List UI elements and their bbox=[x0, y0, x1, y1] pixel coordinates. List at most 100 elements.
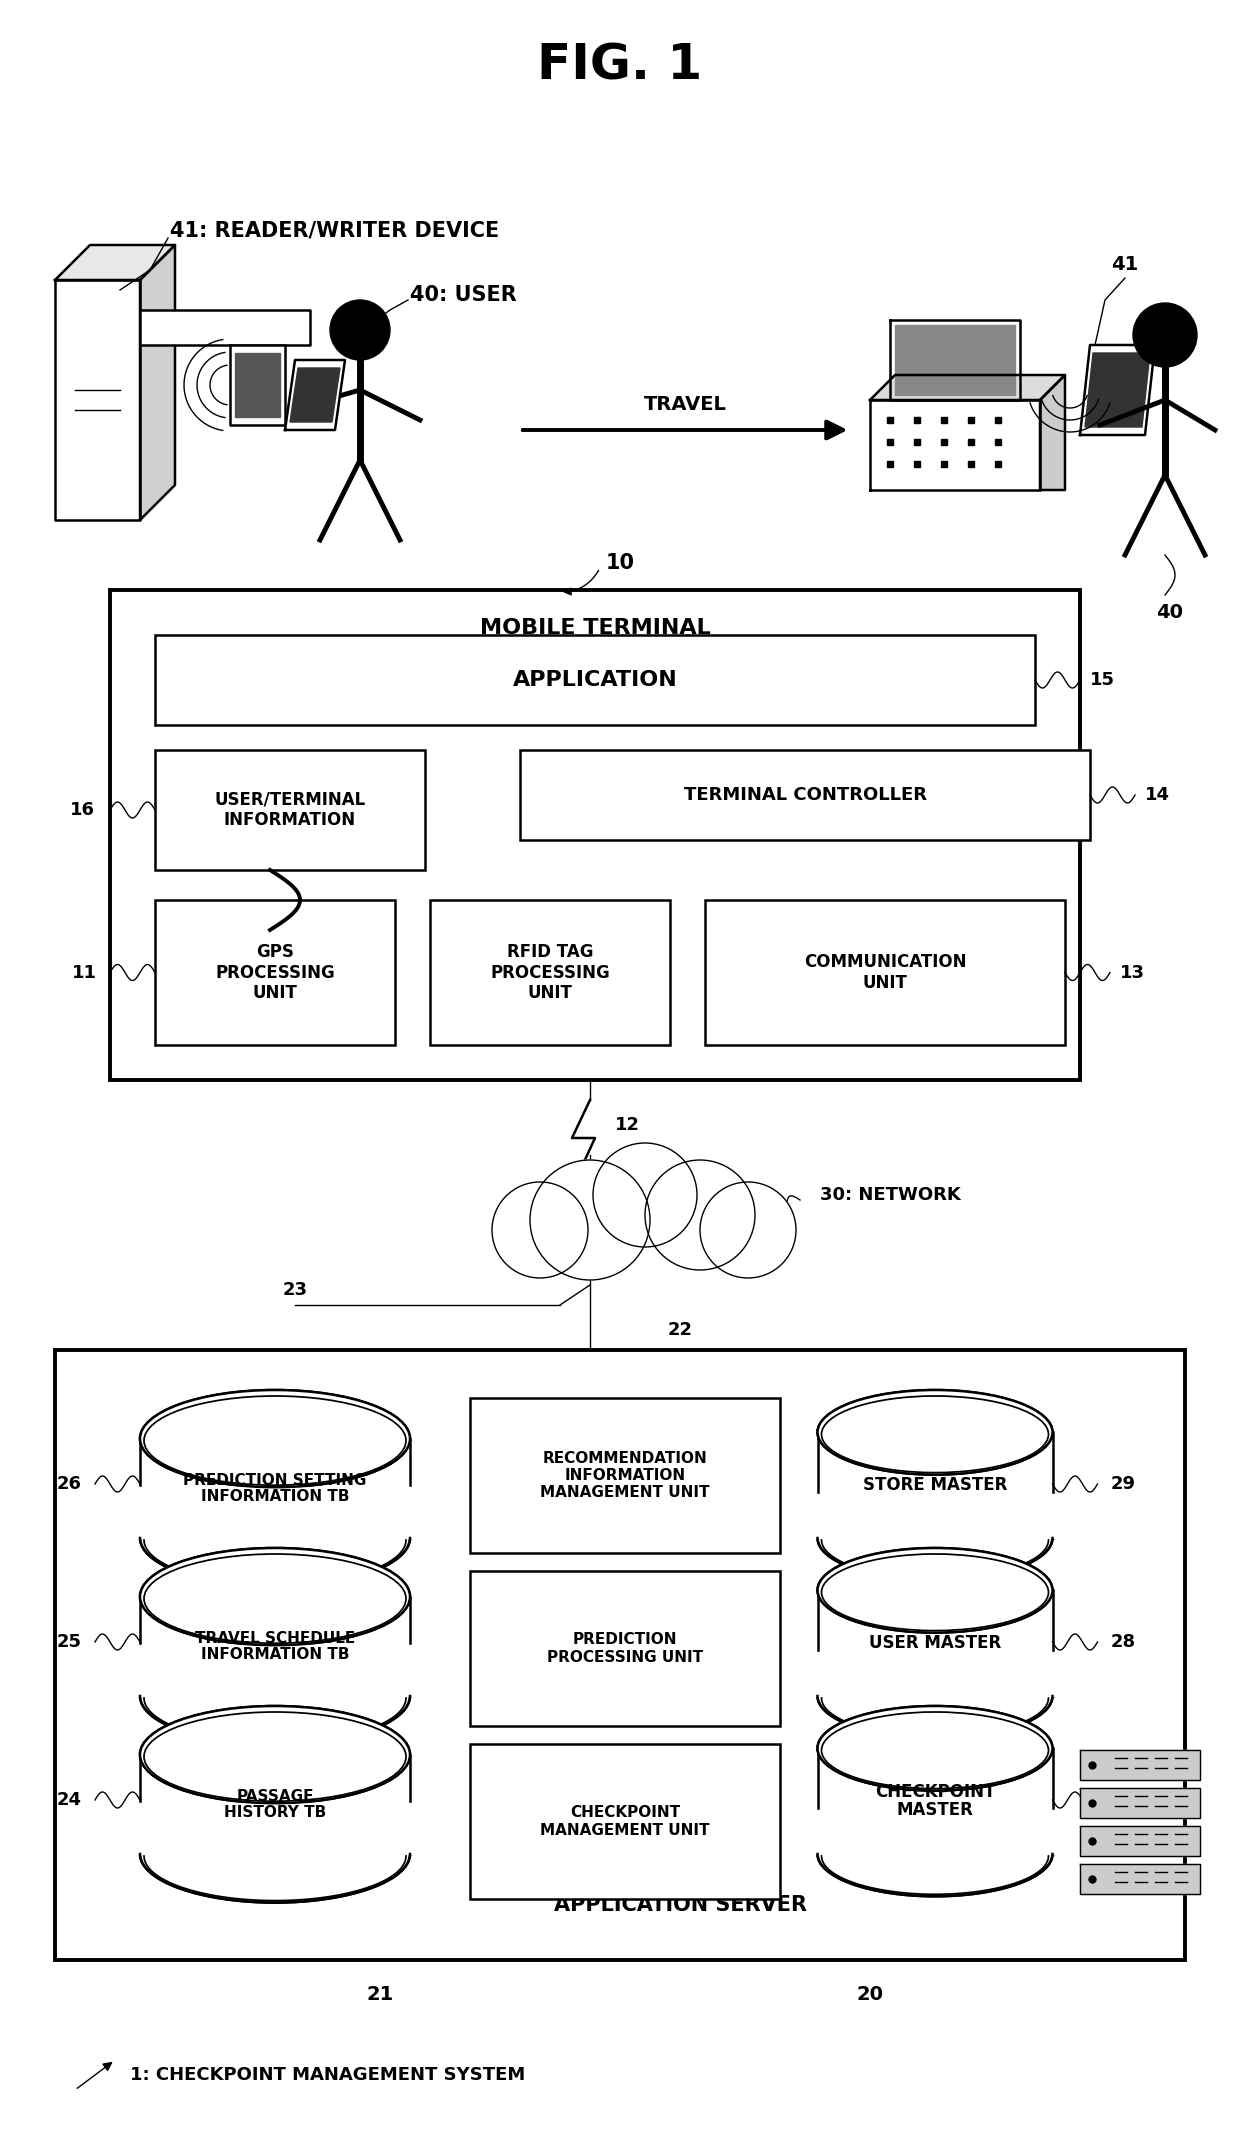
Polygon shape bbox=[1080, 1864, 1200, 1894]
Ellipse shape bbox=[140, 1549, 410, 1645]
Text: TERMINAL CONTROLLER: TERMINAL CONTROLLER bbox=[683, 785, 926, 804]
Circle shape bbox=[645, 1160, 755, 1269]
Polygon shape bbox=[817, 1749, 1053, 1854]
Ellipse shape bbox=[817, 1495, 1053, 1581]
Text: CHECKPOINT: CHECKPOINT bbox=[874, 1783, 996, 1800]
Polygon shape bbox=[1040, 375, 1065, 491]
Polygon shape bbox=[140, 1755, 410, 1854]
Ellipse shape bbox=[140, 1805, 410, 1903]
Ellipse shape bbox=[140, 1706, 410, 1802]
Text: GPS
PROCESSING
UNIT: GPS PROCESSING UNIT bbox=[215, 943, 335, 1003]
Circle shape bbox=[529, 1160, 650, 1280]
Text: STORE MASTER: STORE MASTER bbox=[863, 1476, 1007, 1493]
Polygon shape bbox=[816, 1809, 1054, 1854]
Ellipse shape bbox=[817, 1811, 1053, 1896]
FancyBboxPatch shape bbox=[430, 900, 670, 1045]
Ellipse shape bbox=[140, 1489, 410, 1587]
Text: 24: 24 bbox=[57, 1792, 82, 1809]
Text: 28: 28 bbox=[1111, 1634, 1136, 1651]
Text: TRAVEL SCHEDULE: TRAVEL SCHEDULE bbox=[195, 1630, 355, 1645]
Ellipse shape bbox=[140, 1549, 410, 1645]
Ellipse shape bbox=[817, 1706, 1053, 1790]
Text: PASSAGE: PASSAGE bbox=[237, 1790, 314, 1805]
Text: APPLICATION: APPLICATION bbox=[512, 670, 677, 689]
Ellipse shape bbox=[817, 1653, 1053, 1738]
Text: 21: 21 bbox=[366, 1986, 393, 2005]
FancyBboxPatch shape bbox=[470, 1745, 780, 1898]
Ellipse shape bbox=[140, 1647, 410, 1745]
FancyBboxPatch shape bbox=[155, 900, 396, 1045]
Circle shape bbox=[492, 1182, 588, 1278]
Polygon shape bbox=[138, 1802, 412, 1854]
Text: 20: 20 bbox=[857, 1986, 883, 2005]
FancyBboxPatch shape bbox=[706, 900, 1065, 1045]
FancyBboxPatch shape bbox=[55, 1350, 1185, 1960]
Text: 23: 23 bbox=[283, 1282, 308, 1299]
FancyBboxPatch shape bbox=[110, 591, 1080, 1079]
Text: PREDICTION
PROCESSING UNIT: PREDICTION PROCESSING UNIT bbox=[547, 1632, 703, 1664]
FancyBboxPatch shape bbox=[520, 751, 1090, 840]
Polygon shape bbox=[55, 245, 175, 279]
Text: 40: USER: 40: USER bbox=[410, 286, 517, 305]
Text: 27: 27 bbox=[1111, 1792, 1136, 1809]
Text: INFORMATION TB: INFORMATION TB bbox=[201, 1489, 350, 1504]
Ellipse shape bbox=[817, 1706, 1053, 1790]
Text: 1: CHECKPOINT MANAGEMENT SYSTEM: 1: CHECKPOINT MANAGEMENT SYSTEM bbox=[130, 2067, 526, 2084]
Polygon shape bbox=[140, 309, 310, 346]
Text: FIG. 1: FIG. 1 bbox=[537, 41, 703, 90]
Text: APPLICATION SERVER: APPLICATION SERVER bbox=[553, 1894, 806, 1915]
Polygon shape bbox=[1080, 1749, 1200, 1781]
Polygon shape bbox=[138, 1645, 412, 1696]
Text: 13: 13 bbox=[1120, 964, 1145, 981]
Polygon shape bbox=[140, 245, 175, 520]
Circle shape bbox=[330, 301, 391, 360]
Polygon shape bbox=[1085, 352, 1149, 427]
Polygon shape bbox=[816, 1651, 1054, 1696]
Ellipse shape bbox=[140, 1706, 410, 1802]
FancyBboxPatch shape bbox=[470, 1397, 780, 1553]
Text: 22: 22 bbox=[667, 1320, 692, 1340]
Polygon shape bbox=[140, 1598, 410, 1696]
Text: PREDICTION SETTING: PREDICTION SETTING bbox=[184, 1472, 367, 1487]
Polygon shape bbox=[285, 360, 345, 431]
Polygon shape bbox=[890, 320, 1021, 401]
Text: 30: NETWORK: 30: NETWORK bbox=[820, 1186, 961, 1203]
Polygon shape bbox=[138, 1487, 412, 1538]
Polygon shape bbox=[55, 279, 140, 520]
Text: 25: 25 bbox=[57, 1634, 82, 1651]
Circle shape bbox=[1133, 303, 1197, 367]
Polygon shape bbox=[1080, 346, 1154, 435]
Text: 41: 41 bbox=[1111, 256, 1138, 275]
Text: HISTORY TB: HISTORY TB bbox=[224, 1805, 326, 1819]
Text: 12: 12 bbox=[615, 1116, 640, 1135]
Polygon shape bbox=[1080, 1826, 1200, 1856]
Polygon shape bbox=[870, 375, 1065, 401]
Ellipse shape bbox=[817, 1549, 1053, 1632]
Ellipse shape bbox=[140, 1391, 410, 1487]
Text: USER/TERMINAL
INFORMATION: USER/TERMINAL INFORMATION bbox=[215, 791, 366, 830]
Text: MASTER: MASTER bbox=[897, 1800, 973, 1819]
Polygon shape bbox=[895, 324, 1016, 395]
Polygon shape bbox=[1080, 1787, 1200, 1817]
Text: 10: 10 bbox=[605, 552, 635, 574]
Polygon shape bbox=[816, 1493, 1054, 1538]
Polygon shape bbox=[140, 1438, 410, 1538]
Text: MOBILE TERMINAL: MOBILE TERMINAL bbox=[480, 619, 711, 638]
Text: USER MASTER: USER MASTER bbox=[869, 1634, 1001, 1653]
Text: 11: 11 bbox=[72, 964, 97, 981]
Text: INFORMATION TB: INFORMATION TB bbox=[201, 1647, 350, 1662]
Text: 26: 26 bbox=[57, 1476, 82, 1493]
Polygon shape bbox=[817, 1591, 1053, 1696]
Text: RFID TAG
PROCESSING
UNIT: RFID TAG PROCESSING UNIT bbox=[490, 943, 610, 1003]
Text: TRAVEL: TRAVEL bbox=[644, 395, 727, 414]
Text: COMMUNICATION
UNIT: COMMUNICATION UNIT bbox=[804, 953, 966, 992]
Polygon shape bbox=[817, 1431, 1053, 1538]
Polygon shape bbox=[229, 346, 285, 424]
Text: CHECKPOINT
MANAGEMENT UNIT: CHECKPOINT MANAGEMENT UNIT bbox=[541, 1805, 709, 1839]
Circle shape bbox=[701, 1182, 796, 1278]
Polygon shape bbox=[870, 401, 1040, 491]
Circle shape bbox=[593, 1143, 697, 1248]
Text: 40: 40 bbox=[1157, 604, 1183, 623]
Text: 16: 16 bbox=[69, 802, 95, 819]
Text: 15: 15 bbox=[1090, 672, 1115, 689]
